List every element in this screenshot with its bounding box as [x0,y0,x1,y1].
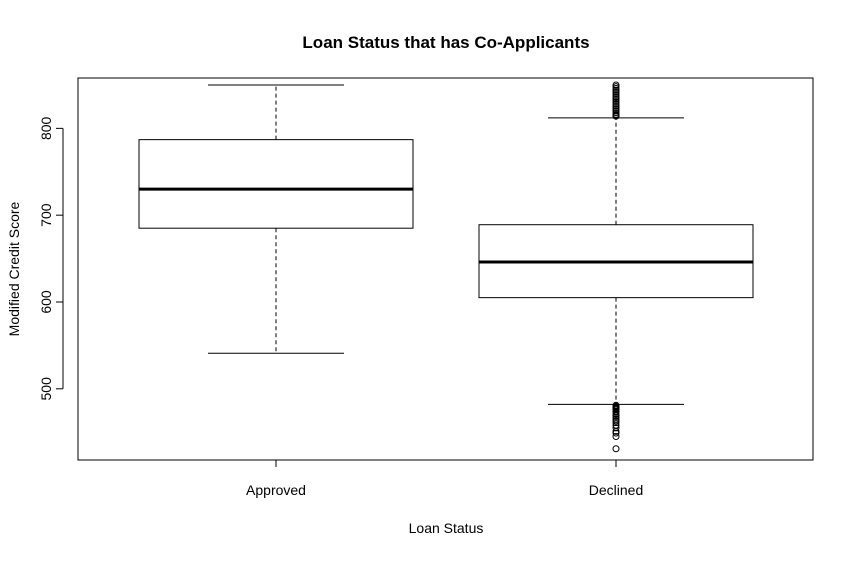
box-declined [478,81,754,453]
outlier-point [612,81,620,89]
y-axis-label: Modified Credit Score [6,201,22,336]
y-tick-label: 500 [38,377,54,401]
x-tick-label: Declined [589,482,643,498]
interquartile-box [138,139,414,229]
y-tick-label: 600 [38,290,54,314]
x-axis: Approved Declined [246,459,643,498]
outlier-point [612,401,620,409]
x-axis-label: Loan Status [409,520,484,536]
y-axis: 500 600 700 800 [38,116,64,401]
outlier-point [612,424,620,432]
box-series [138,81,754,453]
x-tick-label: Approved [246,482,306,498]
outlier-point [612,433,620,441]
outlier-point [612,445,620,453]
chart-title: Loan Status that has Co-Applicants [302,33,589,52]
y-tick-label: 800 [38,116,54,140]
box-approved [138,84,414,354]
y-tick-label: 700 [38,203,54,227]
